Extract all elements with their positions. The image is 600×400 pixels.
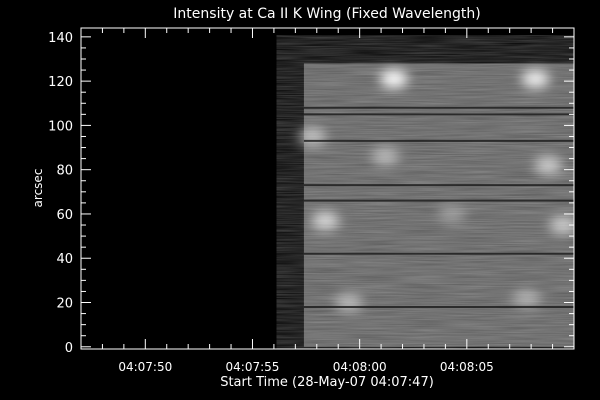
y-tick-label: 40: [56, 252, 73, 267]
x-tick-label: 04:08:00: [333, 360, 387, 374]
plot-frame: [80, 27, 575, 350]
y-tick-label: 60: [56, 208, 73, 223]
x-tick-label: 04:07:50: [118, 360, 172, 374]
y-axis-ticks: 0 20 40 60 80 100 120 140: [48, 31, 574, 356]
x-axis-label: Start Time (28-May-07 04:07:47): [220, 375, 434, 390]
bright-region: [437, 204, 466, 223]
bright-region: [298, 127, 327, 146]
y-tick-label: 20: [56, 297, 73, 312]
y-tick-label: 140: [48, 31, 73, 46]
intensity-image: [298, 63, 574, 347]
bright-region: [549, 216, 574, 235]
bright-region: [534, 156, 563, 175]
y-tick-label: 0: [65, 341, 73, 356]
y-tick-label: 100: [48, 119, 73, 134]
bright-region: [521, 69, 550, 88]
bright-region: [334, 293, 363, 312]
x-tick-label: 04:07:55: [226, 360, 280, 374]
bright-region: [311, 211, 340, 230]
chart-title: Intensity at Ca II K Wing (Fixed Wavelen…: [173, 6, 480, 22]
y-axis-label: arcsec: [31, 169, 45, 208]
bright-region: [379, 69, 408, 88]
bright-region: [512, 289, 541, 308]
y-tick-label: 80: [56, 164, 73, 179]
bright-region: [371, 147, 400, 166]
x-axis-ticks: 04:07:50 04:07:55 04:08:00 04:08:05: [101, 28, 554, 374]
y-tick-label: 120: [48, 75, 73, 90]
axes: [80, 27, 575, 350]
x-tick-label: 04:08:05: [440, 360, 494, 374]
